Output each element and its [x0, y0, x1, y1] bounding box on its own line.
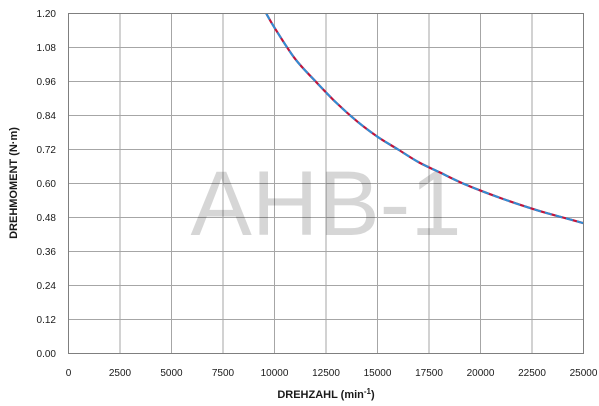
y-tick-label: 0.36 — [37, 247, 57, 258]
plot-frame — [68, 13, 584, 354]
y-tick-label: 0.00 — [37, 349, 57, 360]
x-tick-label: 0 — [66, 368, 72, 379]
x-tick-label: 17500 — [415, 368, 443, 379]
x-tick-label: 7500 — [212, 368, 235, 379]
y-tick-label: 0.48 — [37, 213, 57, 224]
y-axis-title: DREHMOMENT (N·m) — [8, 127, 20, 239]
y-tick-label: 1.08 — [37, 43, 57, 54]
y-tick-label: 0.96 — [37, 77, 57, 88]
y-tick-label: 0.60 — [37, 179, 57, 190]
series-line-2 — [265, 12, 584, 225]
y-tick-label: 1.20 — [37, 9, 57, 20]
x-tick-label: 20000 — [467, 368, 495, 379]
y-tick-labels: 0.00 0.12 0.24 0.36 0.48 0.60 0.72 0.84 0.96 1.08… — [37, 9, 57, 360]
x-tick-label: 12500 — [312, 368, 340, 379]
watermark: AHB-1 — [191, 153, 462, 255]
x-tick-label: 5000 — [160, 368, 183, 379]
x-axis-title: DREHZAHL (min-1) — [277, 387, 375, 401]
x-tick-label: 25000 — [570, 368, 598, 379]
y-tick-label: 0.24 — [37, 281, 57, 292]
y-tick-label: 0.72 — [37, 145, 57, 156]
y-tick-label: 0.12 — [37, 315, 57, 326]
x-tick-label: 2500 — [109, 368, 132, 379]
series-lines — [265, 12, 584, 225]
y-tick-label: 0.84 — [37, 111, 57, 122]
x-tick-label: 15000 — [364, 368, 392, 379]
x-tick-labels: 0 2500 5000 7500 10000 12500 15000 17500 20000 22… — [66, 368, 598, 379]
x-tick-label: 22500 — [518, 368, 546, 379]
x-tick-label: 10000 — [261, 368, 289, 379]
